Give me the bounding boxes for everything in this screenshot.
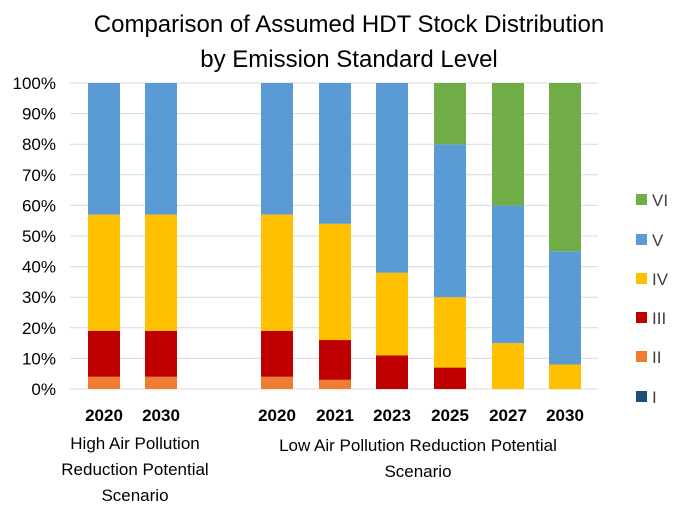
legend-swatch-V [636,234,647,245]
bar-segment-IV [376,272,408,356]
y-tick-label: 70% [22,166,56,185]
x-category-label: 2030 [142,406,180,425]
bar-segment-IV [434,297,466,368]
y-tick-label: 60% [22,196,56,215]
bar-segment-III [376,355,408,389]
bar-segment-III [145,330,177,377]
x-category-label: 2025 [431,406,469,425]
legend-label-VI: VI [652,191,668,210]
legend-swatch-III [636,312,647,323]
legend-swatch-II [636,351,647,362]
y-tick-label: 50% [22,227,56,246]
legend-label-I: I [652,388,657,407]
bar-segment-IV [549,364,581,389]
group-labels: High Air Pollution Reduction Potential Sce… [61,434,557,505]
bar-segment-III [88,330,120,377]
x-category-label: 2020 [258,406,296,425]
bar-segment-V [549,251,581,365]
x-category-label: 2020 [85,406,123,425]
x-category-label: 2021 [316,406,354,425]
x-axis-category-labels: 2020 2030 2020 2021 2023 2025 2027 2030 [85,406,584,425]
bar-segment-V [319,83,351,224]
chart-title-line-1: Comparison of Assumed HDT Stock Distribu… [94,11,604,38]
bar-segment-III [319,340,351,380]
legend-label-II: II [652,348,661,367]
bar-segment-V [434,144,466,298]
x-category-label: 2023 [373,406,411,425]
bar-segment-V [492,205,524,344]
legend-swatch-IV [636,273,647,284]
bar-segment-V [261,83,293,215]
bar-segment-III [434,367,466,389]
legend-label-III: III [652,309,666,328]
y-tick-label: 10% [22,349,56,368]
y-axis-tick-labels: 0% 10% 20% 30% 40% 50% 60% 70% 80% 90% 100% [13,74,56,399]
chart-title-line-2: by Emission Standard Level [200,46,498,73]
bar-segment-IV [88,214,120,331]
bar-segment-II [145,376,177,389]
group-label-line: Scenario [101,486,168,505]
group-label-line: Reduction Potential [61,460,208,479]
bar-segment-IV [261,214,293,331]
bar-segment-IV [319,223,351,341]
bar-segment-III [261,330,293,377]
legend-label-IV: IV [652,270,669,289]
y-tick-label: 80% [22,135,56,154]
y-tick-label: 0% [31,380,56,399]
bar-segment-II [319,379,351,389]
y-tick-label: 90% [22,105,56,124]
y-tick-label: 20% [22,319,56,338]
legend-swatch-VI [636,194,647,205]
y-tick-label: 100% [13,74,56,93]
bar-segment-VI [492,83,524,206]
x-category-label: 2030 [546,406,584,425]
bar-segment-V [88,83,120,215]
group-label-line: Low Air Pollution Reduction Potential [279,436,557,455]
y-tick-label: 40% [22,258,56,277]
bar-segment-VI [434,83,466,145]
bar-segment-V [376,83,408,273]
y-tick-label: 30% [22,288,56,307]
legend-label-V: V [652,231,664,250]
bar-segment-II [88,376,120,389]
bar-segment-IV [145,214,177,331]
bar-segment-VI [549,83,581,252]
x-category-label: 2027 [489,406,527,425]
group-label-line: Scenario [384,462,451,481]
legend-swatch-I [636,391,647,402]
group-label-line: High Air Pollution [70,434,199,453]
bars [88,83,581,389]
bar-segment-II [261,376,293,389]
bar-segment-V [145,83,177,215]
bar-segment-IV [492,343,524,389]
